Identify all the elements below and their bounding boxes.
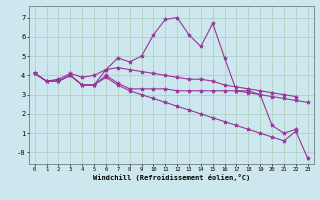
X-axis label: Windchill (Refroidissement éolien,°C): Windchill (Refroidissement éolien,°C) (92, 174, 250, 181)
